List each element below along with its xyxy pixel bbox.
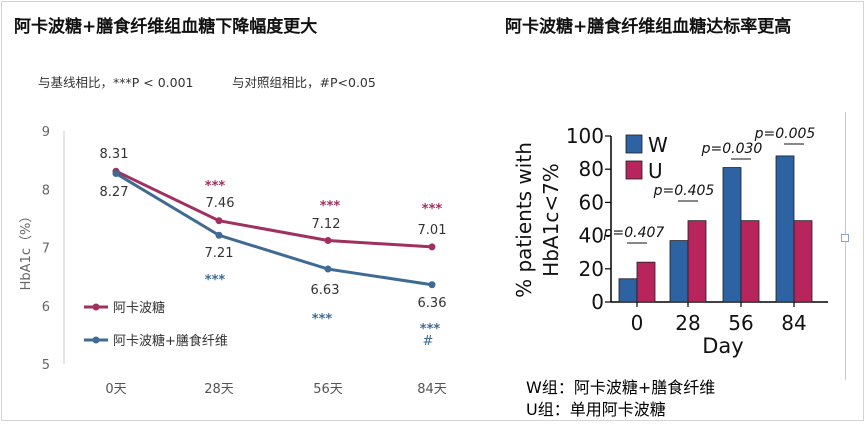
legend-label-acarbose: 阿卡波糖	[113, 300, 165, 316]
bar-u	[793, 220, 813, 303]
baseline-significance-note: 与基线相比，***P < 0.001	[38, 75, 194, 90]
acarbose-significance-mark: ***	[422, 202, 443, 217]
acarbose-significance-mark: ***	[205, 179, 226, 194]
bar-w	[775, 155, 795, 303]
acarbose-value-label: 7.46	[206, 196, 235, 211]
y-tick-label: 7	[42, 242, 50, 257]
bar-w	[618, 278, 638, 303]
scroll-track[interactable]	[845, 112, 846, 380]
bar-x-tick-label: 56	[728, 311, 753, 335]
y-tick-label: 9	[42, 125, 50, 140]
bar-x-tick-label: 84	[781, 311, 806, 335]
bar-pvalue-label: p=0.405	[653, 183, 715, 199]
bar-x-tick-label: 28	[675, 311, 700, 335]
data-point	[428, 243, 436, 251]
combo-value-label: 7.21	[205, 246, 234, 261]
bar-x-axis-label: Day	[702, 334, 743, 358]
y-tick-label: 8	[42, 183, 50, 198]
bar-w	[722, 167, 742, 303]
data-point	[324, 237, 332, 245]
bar-u	[687, 220, 707, 303]
data-point	[215, 217, 223, 225]
data-point	[324, 265, 332, 273]
acarbose-value-label: 7.01	[418, 223, 447, 238]
bar-y-axis-label-line1: % patients with	[512, 142, 536, 298]
caption-w-group: W组：阿卡波糖+膳食纤维	[526, 378, 716, 397]
bar-y-axis-label-group: % patients with HbA1c<7%	[512, 142, 563, 298]
combo-value-label: 6.36	[418, 296, 447, 311]
bar-pvalue-label: p=0.030	[701, 141, 763, 157]
acarbose-series-line	[115, 169, 433, 249]
combo-value-label: 8.27	[100, 185, 129, 200]
x-tick-label: 0天	[105, 382, 126, 397]
acarbose-value-label: 7.12	[312, 217, 341, 232]
bar-y-tick-label: 100	[566, 124, 604, 148]
legend-label-w: W	[648, 133, 668, 157]
bar-u	[740, 220, 760, 303]
bar-y-tick-label: 40	[579, 224, 604, 248]
data-point	[215, 231, 223, 239]
combo-significance-mark: ***	[312, 312, 333, 327]
bar-pvalue-label: p=0.005	[754, 126, 816, 142]
bar-y-tick-label: 80	[579, 157, 604, 181]
acarbose-value-label: 8.31	[100, 147, 129, 162]
left-chart-title: 阿卡波糖+膳食纤维组血糖下降幅度更大	[14, 17, 318, 37]
legend-label-combo: 阿卡波糖+膳食纤维	[113, 333, 228, 349]
combo-series-line	[115, 172, 433, 287]
data-point	[428, 281, 436, 289]
legend-marker-combo	[92, 336, 100, 344]
bar-y-tick-label: 20	[579, 257, 604, 281]
combo-value-label: 6.63	[311, 283, 340, 298]
legend-marker-acarbose	[92, 303, 100, 311]
y-tick-label: 5	[42, 358, 50, 373]
caption-u-group: U组：单用阿卡波糖	[526, 400, 666, 419]
scroll-handle[interactable]	[841, 234, 849, 242]
bar-y-tick-label: 60	[579, 190, 604, 214]
legend-swatch-u	[625, 160, 643, 180]
x-tick-label: 28天	[204, 382, 234, 397]
acarbose-significance-mark: ***	[320, 199, 341, 214]
legend-swatch-w	[625, 134, 643, 154]
bar-y-tick-label: 0	[591, 290, 604, 314]
bar-y-axis-label-line2: HbA1c<7%	[539, 163, 563, 277]
control-significance-note: 与对照组相比，#P<0.05	[232, 75, 376, 90]
bar-u	[636, 261, 656, 303]
x-tick-label: 84天	[417, 382, 447, 397]
y-axis-label: HbA1c（%）	[19, 210, 34, 291]
right-chart-title: 阿卡波糖+膳食纤维组血糖达标率更高	[505, 17, 792, 37]
y-tick-label: 6	[42, 300, 50, 315]
combo-control-significance-mark: #	[423, 334, 434, 349]
bar-w	[669, 240, 689, 303]
legend-label-u: U	[648, 159, 663, 183]
x-tick-label: 56天	[313, 382, 343, 397]
bar-x-tick-label: 0	[631, 311, 644, 335]
bar-pvalue-label: p=0.407	[603, 225, 665, 241]
data-point	[112, 170, 120, 178]
combo-significance-mark: ***	[420, 322, 441, 337]
combo-significance-mark: ***	[205, 273, 226, 288]
